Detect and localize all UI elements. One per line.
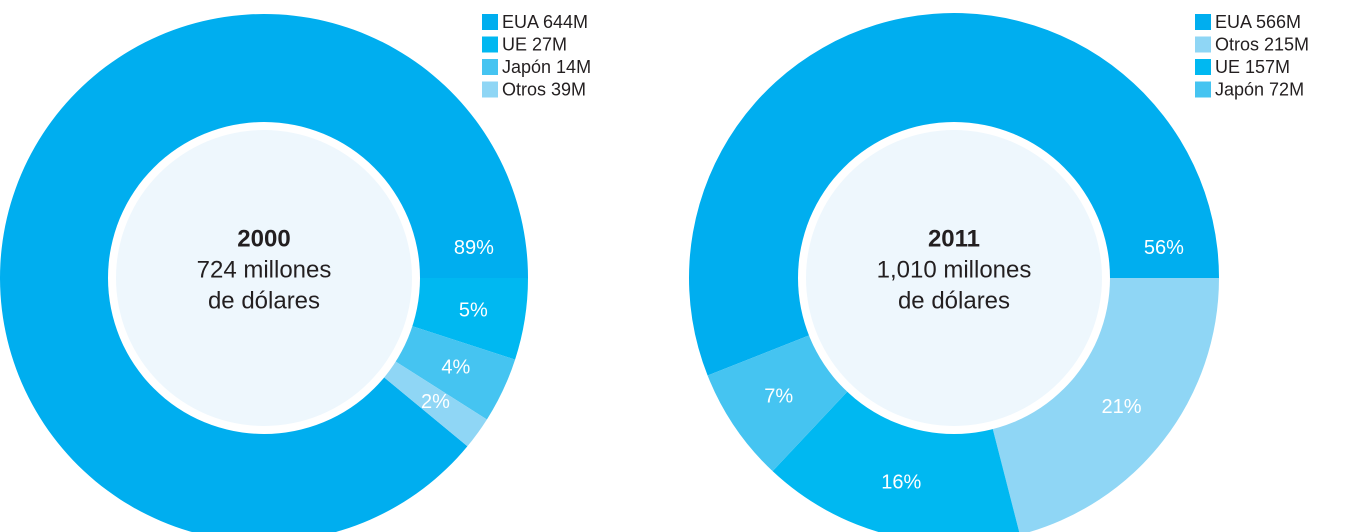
legend-swatch xyxy=(482,14,498,30)
legend-swatch xyxy=(482,59,498,75)
slice-label: 56% xyxy=(1144,237,1184,259)
legend-label: Japón 72M xyxy=(1215,79,1304,99)
legend-swatch xyxy=(1195,81,1211,98)
slice-label: 7% xyxy=(764,385,793,407)
legend-label: Japón 14M xyxy=(502,57,591,77)
legend-swatch xyxy=(482,81,498,98)
legend-label: UE 157M xyxy=(1215,57,1290,77)
legend-swatch xyxy=(482,36,498,53)
inner-disc xyxy=(116,130,412,426)
legend-swatch xyxy=(1195,59,1211,75)
legend-label: EUA 566M xyxy=(1215,12,1301,32)
legend-swatch xyxy=(1195,36,1211,53)
inner-disc xyxy=(806,130,1102,426)
slice-label: 2% xyxy=(421,391,450,413)
legend-label: EUA 644M xyxy=(502,12,588,32)
slice-label: 21% xyxy=(1101,396,1141,418)
slice-label: 5% xyxy=(459,299,488,321)
center-title: 2011 xyxy=(928,225,980,252)
center-line: de dólares xyxy=(898,287,1010,314)
center-line: 724 millones xyxy=(197,256,332,283)
center-line: 1,010 millones xyxy=(877,256,1032,283)
legend-label: UE 27M xyxy=(502,34,567,54)
slice-label: 16% xyxy=(881,472,921,494)
slice-label: 4% xyxy=(441,357,470,379)
center-title: 2000 xyxy=(237,225,290,252)
legend-label: Otros 215M xyxy=(1215,34,1309,54)
slice-label: 89% xyxy=(454,237,494,259)
legend-swatch xyxy=(1195,14,1211,30)
center-line: de dólares xyxy=(208,287,320,314)
legend-label: Otros 39M xyxy=(502,79,586,99)
